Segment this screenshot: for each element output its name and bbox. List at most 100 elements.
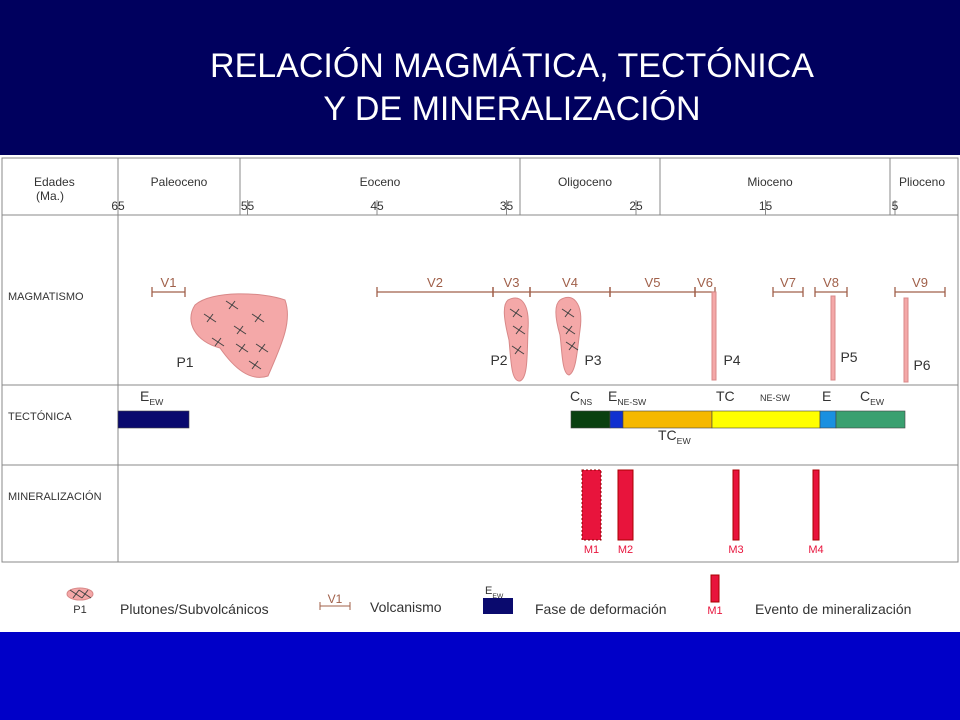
tectonic-label: EEW xyxy=(140,388,164,407)
pluton xyxy=(555,296,582,376)
volcanic-interval xyxy=(772,287,804,297)
tectonic-label-main: TC xyxy=(716,388,735,404)
table-border xyxy=(1,157,959,563)
mineralization-bar xyxy=(812,469,820,541)
legend-label: Plutones/Subvolcánicos xyxy=(120,601,269,617)
pluton xyxy=(190,293,288,378)
tectonic-label-main: E xyxy=(608,388,617,404)
title-line: Y DE MINERALIZACIÓN xyxy=(323,90,700,128)
pluton-label: P5 xyxy=(840,349,857,365)
pluton-hatch xyxy=(564,308,572,318)
tectonic-label-sub: EW xyxy=(677,436,692,446)
volcanic-label: V6 xyxy=(697,275,713,290)
content-area xyxy=(0,155,960,632)
tectonic-label: E xyxy=(822,388,831,404)
epoch-label: Mioceno xyxy=(747,175,793,189)
pluton-hatch xyxy=(568,341,576,351)
row-label: MAGMATISMO xyxy=(8,291,84,303)
pluton-label: P6 xyxy=(913,357,930,373)
volcanic-interval xyxy=(894,287,946,297)
pluton-hatch xyxy=(236,325,244,335)
epoch-label: Eoceno xyxy=(360,175,401,189)
tectonic-label: TCEW xyxy=(658,427,691,446)
pluton-hatch xyxy=(206,313,214,323)
mineralization-bar xyxy=(581,469,602,541)
pluton-label: P3 xyxy=(584,352,601,368)
volcanic-interval xyxy=(814,287,848,297)
pluton-hatch xyxy=(512,308,520,318)
volcanic-label: V4 xyxy=(562,275,578,290)
age-label: (Ma.) xyxy=(36,189,64,203)
tectonic-bar xyxy=(117,410,190,429)
legend-pluton-icon xyxy=(66,587,94,601)
tectonic-label: CNS xyxy=(570,388,592,407)
row-label: TECTÓNICA xyxy=(8,410,72,423)
legend-icon-label: P1 xyxy=(73,604,86,616)
tectonic-bar xyxy=(570,410,611,429)
mineralization-label: M1 xyxy=(584,544,599,556)
age-label: 65 xyxy=(111,199,125,213)
pluton xyxy=(830,295,836,381)
age-label: 35 xyxy=(500,199,514,213)
legend-icon-label: EEW xyxy=(485,585,504,600)
legend-icon-label-sub: EW xyxy=(492,593,504,600)
tectonic-label-sub: EW xyxy=(149,397,164,407)
legend-icon-label: V1 xyxy=(328,592,343,606)
age-label: 45 xyxy=(370,199,384,213)
tectonic-label-main: TC xyxy=(658,427,677,443)
mineralization-label: M4 xyxy=(808,544,823,556)
footer-band xyxy=(0,632,960,720)
volcanic-interval xyxy=(151,287,186,297)
volcanic-label: V7 xyxy=(780,275,796,290)
tectonic-bar xyxy=(835,410,906,429)
tectonic-label-sub: EW xyxy=(870,397,885,407)
tectonic-label: CEW xyxy=(860,388,885,407)
tectonic-bar xyxy=(819,410,837,429)
volcanic-label: V9 xyxy=(912,275,928,290)
pluton-hatch xyxy=(258,343,266,353)
title-line: RELACIÓN MAGMÁTICA, TECTÓNICA xyxy=(210,47,814,85)
pluton-label: P4 xyxy=(723,352,740,368)
age-label: Edades xyxy=(34,175,75,189)
tectonic-label-sub: NE-SW xyxy=(617,397,647,407)
tectonic-label-main: C xyxy=(570,388,580,404)
pluton xyxy=(503,297,529,382)
pluton-hatch xyxy=(72,589,80,599)
pluton-label: P2 xyxy=(490,352,507,368)
pluton-hatch xyxy=(238,343,246,353)
pluton-hatch xyxy=(228,300,236,310)
mineralization-bar xyxy=(617,469,634,541)
tectonic-bar xyxy=(622,410,713,429)
epoch-label: Plioceno xyxy=(899,175,945,189)
volcanic-label: V3 xyxy=(504,275,520,290)
legend-icon-label-main: E xyxy=(485,585,492,597)
title-band xyxy=(0,0,960,155)
legend-label: Evento de mineralización xyxy=(755,601,911,617)
legend-label: Volcanismo xyxy=(370,599,442,615)
mineralization-label: M2 xyxy=(618,544,633,556)
legend-icon-label: M1 xyxy=(707,605,722,617)
tectonic-label-main: C xyxy=(860,388,870,404)
tectonic-label: ENE-SW xyxy=(608,388,647,407)
legend-deformation-icon xyxy=(483,598,513,614)
epoch-label: Paleoceno xyxy=(151,175,208,189)
age-label: 5 xyxy=(892,199,899,213)
tectonic-label-main: E xyxy=(140,388,149,404)
pluton xyxy=(903,297,909,383)
pluton-hatch xyxy=(515,325,523,335)
pluton-hatch xyxy=(254,313,262,323)
tectonic-bar xyxy=(711,410,821,429)
volcanic-label: V1 xyxy=(161,275,177,290)
tectonic-bar xyxy=(609,410,624,429)
tectonic-label: TC xyxy=(716,388,735,404)
pluton-hatch xyxy=(514,345,522,355)
legend-mineralization-icon xyxy=(710,574,720,603)
pluton-hatch xyxy=(565,325,573,335)
volcanic-label: V2 xyxy=(427,275,443,290)
pluton-hatch xyxy=(214,337,222,347)
pluton xyxy=(711,291,717,381)
tectonic-label: NE-SW xyxy=(760,393,791,403)
tectonic-label-sub: NS xyxy=(580,397,592,407)
legend-label: Fase de deformación xyxy=(535,601,667,617)
age-label: 25 xyxy=(629,199,643,213)
